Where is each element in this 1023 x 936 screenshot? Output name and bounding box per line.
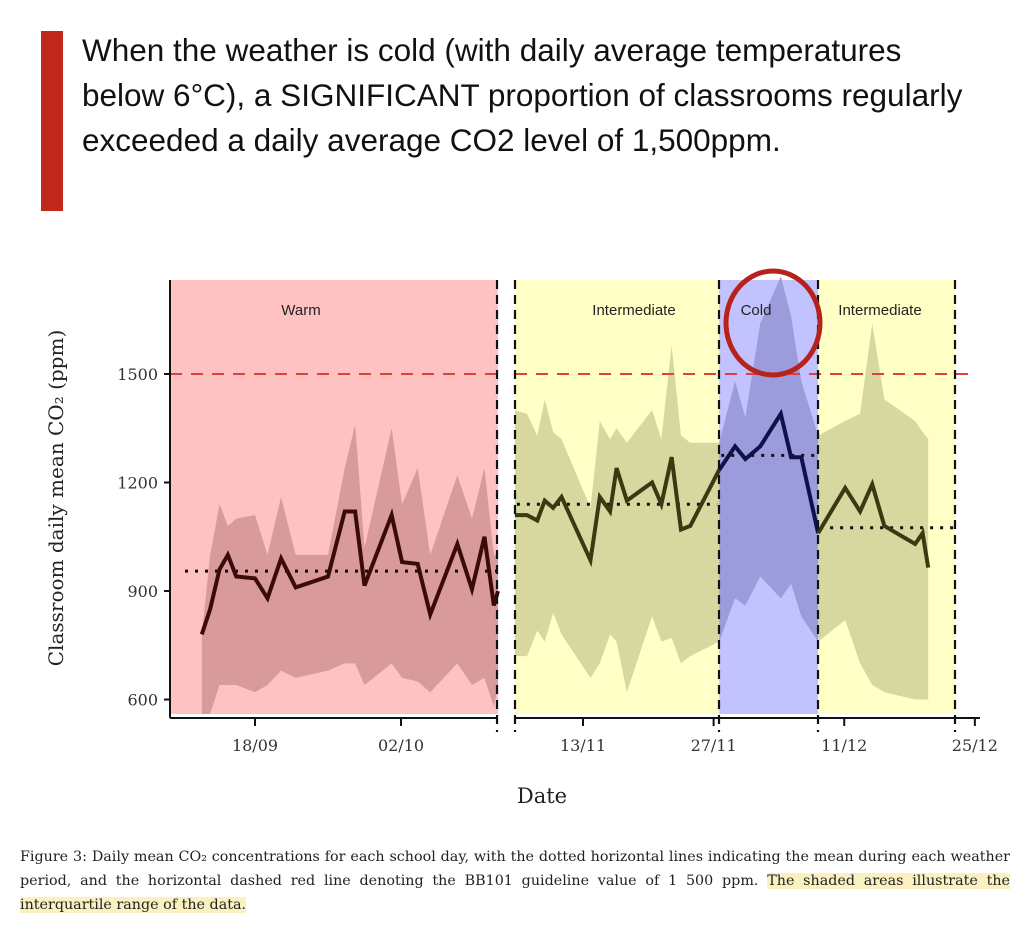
period-label-1: Intermediate <box>592 302 675 319</box>
period-label-3: Intermediate <box>838 302 921 319</box>
caption-part1: Figure 3: Daily mean CO₂ concentrations … <box>20 849 1010 889</box>
x-tick-label: 02/10 <box>378 736 424 755</box>
y-tick-label: 900 <box>127 582 158 601</box>
x-tick-label: 11/12 <box>821 736 867 755</box>
y-tick-label: 1500 <box>117 365 158 384</box>
iqr-band-3 <box>818 323 929 700</box>
highlight-circle <box>723 268 823 378</box>
x-tick-label: 13/11 <box>560 736 606 755</box>
accent-bar <box>41 31 63 211</box>
x-tick-label: 18/09 <box>232 736 278 755</box>
median-line-1 <box>514 456 721 568</box>
iqr-band-0 <box>201 424 499 714</box>
y-tick-label: 1200 <box>117 474 158 493</box>
iqr-band-1 <box>514 345 720 693</box>
x-tick-label: 27/11 <box>691 736 737 755</box>
median-line-2 <box>717 408 821 534</box>
median-line-0 <box>199 508 500 636</box>
period-label-2: Cold <box>741 302 772 319</box>
y-axis-label: Classroom daily mean CO₂ (ppm) <box>44 330 68 667</box>
y-tick-label: 600 <box>127 691 158 710</box>
headline: When the weather is cold (with daily ave… <box>82 32 963 158</box>
period-label-0: Warm <box>281 302 320 319</box>
co2-chart: 600 900 1200 1500 18/09 02/10 13/11 27/11 11/12 2… <box>44 268 998 808</box>
x-axis-label: Date <box>517 784 567 808</box>
median-line-3 <box>816 478 931 568</box>
figure-caption: Figure 3: Daily mean CO₂ concentrations … <box>20 845 1010 917</box>
x-tick-label: 25/12 <box>952 736 998 755</box>
